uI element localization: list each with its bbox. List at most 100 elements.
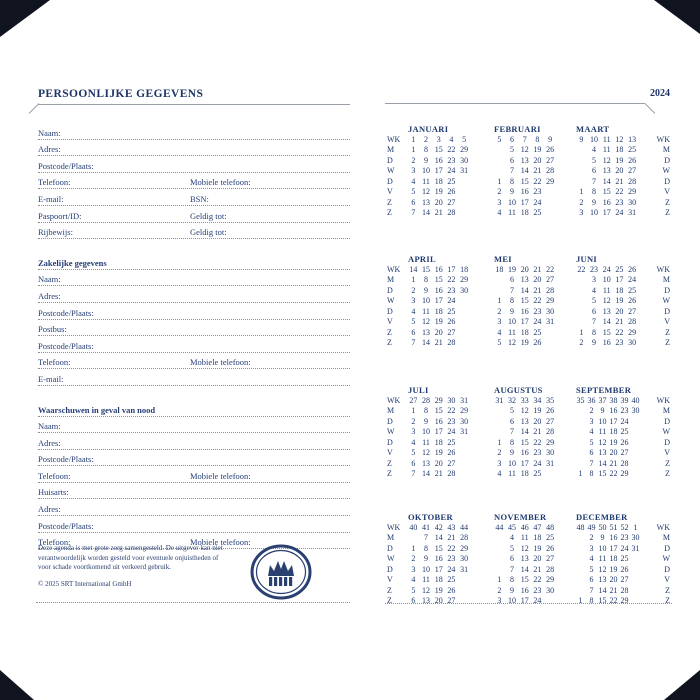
weekday-row: 1 8 15 22 29 — [575, 328, 638, 338]
field-label: Rijbewijs: — [38, 227, 73, 238]
date-cell: 25 — [620, 427, 629, 437]
week-number-cell: 47 — [533, 523, 542, 532]
week-number-cell: 36 — [587, 396, 596, 405]
date-cell: 20 — [533, 416, 542, 426]
week-day-gutter-gl: WK M D W D V Z Z — [387, 385, 405, 480]
week-number-cell: 19 — [508, 265, 517, 274]
week-number-cell: 41 — [422, 523, 431, 532]
day-label: D — [387, 416, 393, 426]
date-cell: 16 — [434, 155, 443, 165]
date-cell: 11 — [602, 285, 611, 295]
date-cell: 21 — [533, 427, 542, 437]
month-name: FEBRUARI — [494, 124, 541, 134]
date-cell: 24 — [533, 317, 542, 327]
crown-oval-logo-icon — [250, 544, 312, 606]
weekday-row: 7 14 21 28 — [407, 469, 470, 479]
field-label: Paspoort/ID: — [38, 210, 82, 221]
date-cell: 12 — [422, 448, 431, 458]
field-row: Adres: — [38, 286, 350, 303]
date-cell: 23 — [620, 533, 629, 543]
week-number-cell: 18 — [495, 265, 504, 274]
date-cell: 25 — [533, 469, 542, 479]
day-label: D — [664, 543, 670, 553]
date-cell: 14 — [598, 458, 607, 468]
date-cell: 15 — [520, 176, 529, 186]
date-cell: 31 — [460, 427, 469, 437]
date-cell: 16 — [520, 187, 529, 197]
week-number-cell: 15 — [422, 265, 431, 274]
date-cell: 14 — [520, 564, 529, 574]
date-cell: 2 — [579, 338, 584, 348]
date-cell: 15 — [434, 145, 443, 155]
date-cell: 23 — [533, 448, 542, 458]
date-cell: 21 — [434, 469, 443, 479]
date-cell: 6 — [411, 327, 416, 337]
date-cell: 28 — [447, 469, 456, 479]
month-name: MAART — [576, 124, 610, 134]
weekday-row: 2 9 16 23 30 — [407, 417, 470, 427]
date-cell: 8 — [510, 296, 515, 306]
day-label: W — [387, 427, 395, 437]
date-cell: 3 — [497, 317, 502, 327]
date-cell: 23 — [615, 197, 624, 207]
date-cell: 26 — [447, 448, 456, 458]
date-cell: 26 — [546, 145, 555, 155]
date-cell: 29 — [628, 187, 637, 197]
date-cell: 28 — [447, 208, 456, 218]
date-cell: 29 — [460, 543, 469, 553]
date-cell: 22 — [615, 327, 624, 337]
date-cell: 21 — [533, 166, 542, 176]
week-number-cell: 1 — [633, 523, 638, 532]
field-label: E-mail: — [38, 373, 64, 384]
date-cell: 5 — [510, 543, 515, 553]
date-cell: 28 — [620, 458, 629, 468]
date-cell: 9 — [600, 406, 605, 416]
date-cell: 15 — [602, 327, 611, 337]
week-number-row: 18 19 20 21 22 — [493, 265, 556, 275]
date-cell: 8 — [424, 275, 429, 285]
date-cell: 9 — [510, 585, 515, 595]
field-row: E-mail: BSN: — [38, 189, 350, 206]
week-number-cell: 12 — [615, 135, 624, 144]
date-cell: 12 — [520, 406, 529, 416]
field-label: Telefoon: — [38, 357, 71, 368]
week-number-cell: 45 — [508, 523, 517, 532]
date-cell: 5 — [589, 564, 594, 574]
date-cell: 22 — [533, 575, 542, 585]
weekday-row: 7 14 21 28 — [407, 208, 470, 218]
date-cell: 27 — [620, 575, 629, 585]
left-page-bottom-separator — [36, 602, 350, 603]
weekday-row: 6 13 20 27 — [493, 275, 556, 285]
date-cell: 9 — [510, 306, 515, 316]
date-cell: 23 — [447, 285, 456, 295]
date-cell: 29 — [460, 406, 469, 416]
date-cell: 25 — [447, 437, 456, 447]
week-number-cell: 38 — [609, 396, 618, 405]
weekday-row: 3 10 17 24 — [575, 275, 638, 285]
date-cell: 30 — [460, 155, 469, 165]
week-day-gutter-gr: WK M D W D V Z Z — [654, 124, 670, 219]
date-cell: 17 — [609, 416, 618, 426]
weekday-row: 2 9 16 23 30 — [575, 338, 638, 348]
date-cell: 19 — [434, 448, 443, 458]
date-cell: 1 — [411, 145, 416, 155]
date-cell: 29 — [546, 575, 555, 585]
day-label: D — [664, 437, 670, 447]
date-cell: 27 — [628, 166, 637, 176]
date-cell: 31 — [546, 317, 555, 327]
weekday-row: 5 12 19 26 — [493, 145, 556, 155]
week-number-cell: 39 — [620, 396, 629, 405]
date-cell: 24 — [628, 275, 637, 285]
date-cell: 21 — [533, 564, 542, 574]
section-heading-label: Waarschuwen in geval van nood — [38, 404, 156, 415]
field-label: Adres: — [38, 437, 61, 448]
weekday-row: 7 14 21 28 — [575, 317, 638, 327]
date-cell: 14 — [598, 585, 607, 595]
date-cell: 17 — [520, 197, 529, 207]
month-name: AUGUSTUS — [494, 385, 543, 395]
date-cell: 14 — [520, 427, 529, 437]
month-name: OKTOBER — [408, 512, 453, 522]
date-cell: 18 — [434, 437, 443, 447]
date-cell: 1 — [497, 296, 502, 306]
